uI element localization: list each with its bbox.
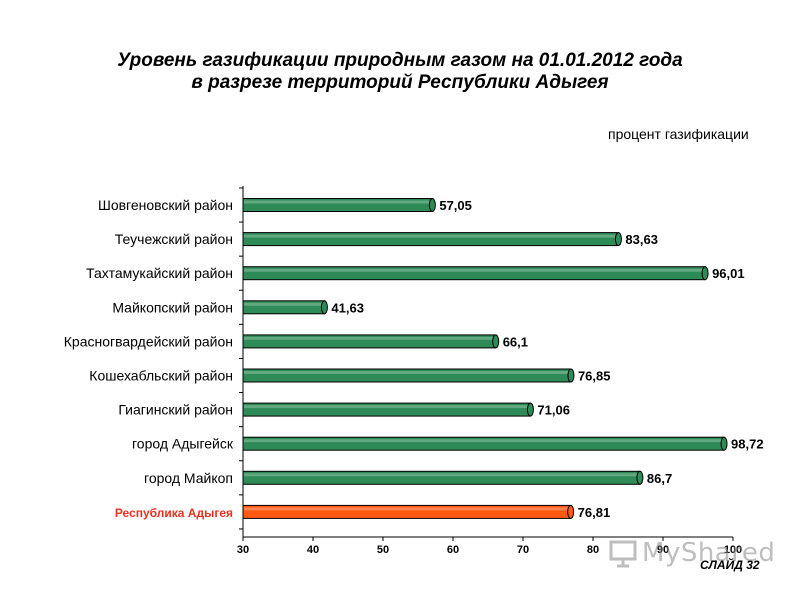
x-tick-label: 50 xyxy=(377,544,389,556)
title-line-1: Уровень газификации природным газом на 0… xyxy=(117,50,683,71)
category-label: Майкопский район xyxy=(112,299,233,315)
bar-end-cap xyxy=(720,436,728,451)
bar-end-cap xyxy=(320,300,328,315)
bar-end-cap xyxy=(428,198,436,212)
bar-shine xyxy=(244,200,432,204)
bar-value-label: 98,72 xyxy=(731,437,764,452)
category-label: Гиагинский район xyxy=(118,402,233,418)
unit-label: процент газификации xyxy=(608,126,749,142)
slide-number: СЛАЙД 32 xyxy=(700,558,760,572)
bar xyxy=(242,504,572,519)
bar xyxy=(242,300,325,315)
bar-end-cap xyxy=(636,470,644,485)
x-tick-label: 100 xyxy=(724,544,742,556)
bar xyxy=(242,368,572,383)
category-label: Теучежский район xyxy=(115,231,233,247)
chart-title: Уровень газификации природным газом на 0… xyxy=(0,50,800,94)
bar-value-label: 96,01 xyxy=(712,266,745,281)
bar-shine xyxy=(244,234,618,238)
bar-value-label: 76,81 xyxy=(578,505,611,520)
bar-end-cap xyxy=(526,402,534,417)
bar-value-label: 76,85 xyxy=(578,369,611,384)
bar-shine xyxy=(244,336,495,340)
bar-shine xyxy=(244,507,570,511)
bar-end-cap xyxy=(567,368,575,383)
bar-value-label: 66,1 xyxy=(503,334,528,349)
bar xyxy=(242,198,433,212)
bar-value-label: 83,63 xyxy=(625,232,658,247)
category-label: Тахтамукайский район xyxy=(86,265,233,281)
category-label: Красногвардейский район xyxy=(64,333,233,349)
bar-shine xyxy=(244,268,705,272)
bar-shine xyxy=(244,439,724,443)
bar-end-cap xyxy=(701,266,709,281)
bar-shine xyxy=(244,405,530,409)
category-label: город Майкоп xyxy=(144,470,233,486)
presentation-icon xyxy=(609,540,637,568)
bar-shine xyxy=(244,371,570,374)
x-tick-label: 70 xyxy=(517,544,529,556)
category-label: Республика Адыгея xyxy=(115,506,233,520)
bar xyxy=(242,470,641,485)
watermark-text: MyShared xyxy=(642,538,776,568)
bar xyxy=(242,402,531,417)
bar xyxy=(242,266,706,281)
bar xyxy=(242,436,725,451)
bar-value-label: 57,05 xyxy=(439,198,472,213)
bar-end-cap xyxy=(567,504,575,519)
bar-end-cap xyxy=(492,334,500,349)
bar-value-label: 86,7 xyxy=(647,471,672,486)
bar xyxy=(242,334,497,349)
category-label: город Адыгейск xyxy=(132,436,234,452)
x-tick-label: 90 xyxy=(657,544,669,556)
bar-shine xyxy=(244,302,324,306)
bar xyxy=(242,232,619,247)
bar-end-cap xyxy=(614,232,622,247)
category-label: Кошехабльский район xyxy=(89,368,233,384)
x-tick-label: 40 xyxy=(307,544,319,556)
x-tick-label: 60 xyxy=(447,544,459,556)
bar-value-label: 41,63 xyxy=(331,300,364,315)
category-label: Шовгеновский район xyxy=(98,197,233,213)
x-tick-label: 30 xyxy=(237,544,249,556)
bar-shine xyxy=(244,473,639,477)
bar-value-label: 71,06 xyxy=(537,403,570,418)
x-tick-label: 80 xyxy=(587,544,599,556)
watermark: MyShared xyxy=(608,538,775,568)
title-line-2: в разрезе территорий Республики Адыгея xyxy=(191,72,609,93)
